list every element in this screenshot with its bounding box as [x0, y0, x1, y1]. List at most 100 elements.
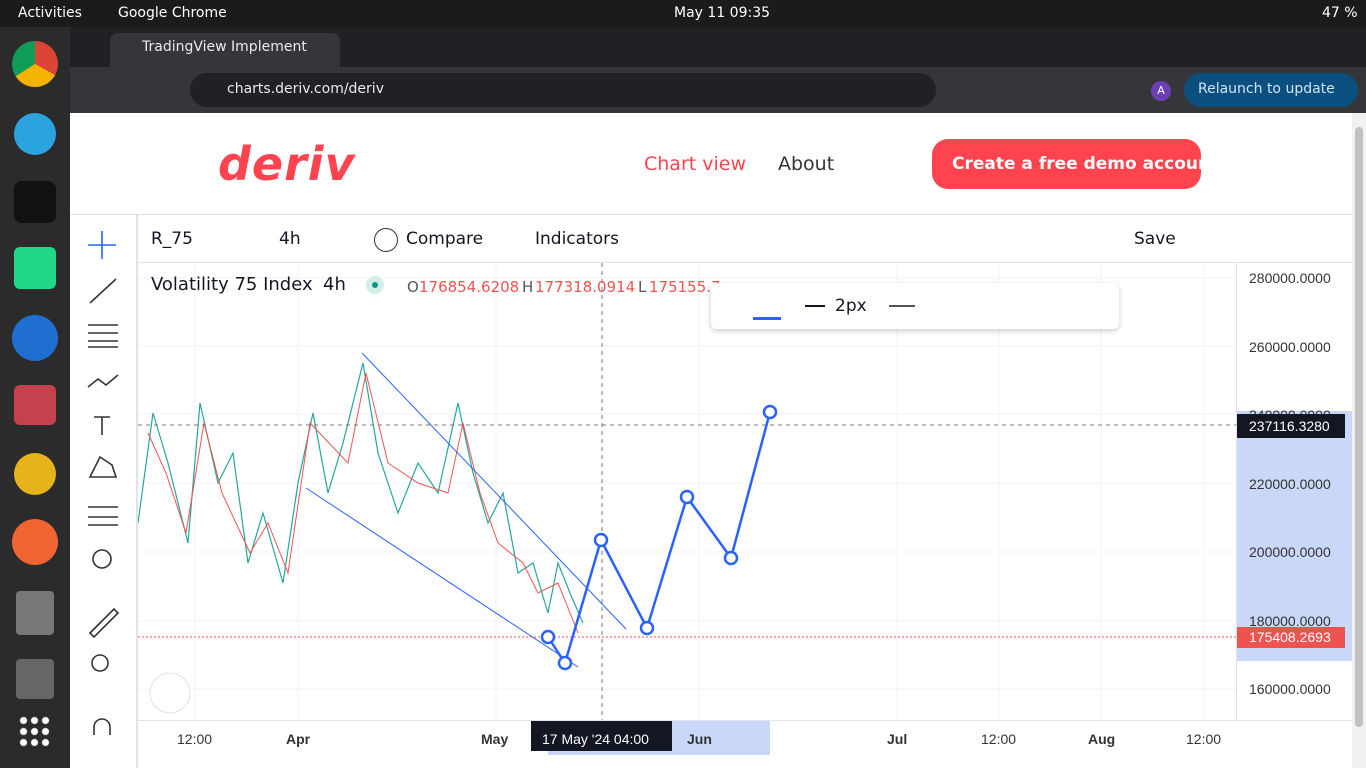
ohlc-value: 175155.7: [649, 278, 721, 296]
text-tool[interactable]: [94, 416, 110, 435]
drawing-toolbar: 2px: [711, 283, 1119, 329]
last-price-box: [1237, 627, 1345, 648]
trendline-tool[interactable]: [89, 278, 117, 304]
time-label: 12:00: [981, 731, 1017, 747]
nav-link[interactable]: About: [778, 153, 835, 175]
compare[interactable]: Compare: [406, 229, 484, 249]
crosshair-tool[interactable]: [88, 231, 116, 259]
polyline-tool[interactable]: [88, 455, 118, 478]
legend-interval: 4h: [323, 274, 346, 295]
scroll-thumb[interactable]: [1355, 127, 1363, 727]
price-label: 220000.0000: [1249, 475, 1331, 492]
drawing-tools: [87, 231, 120, 735]
ohlc-key: O: [407, 278, 419, 296]
color-indicator[interactable]: [753, 317, 781, 320]
relaunch-label[interactable]: Relaunch to update: [1198, 81, 1335, 97]
pycharm-icon[interactable]: [14, 247, 56, 289]
price-range-highlight: [1237, 411, 1352, 661]
files-icon[interactable]: [14, 385, 56, 425]
time-label: Jul: [887, 731, 908, 747]
url[interactable]: charts.deriv.com/deriv: [227, 81, 384, 97]
dock: [0, 27, 70, 768]
time-label: May: [481, 731, 509, 747]
emoji-tool[interactable]: [92, 549, 112, 569]
anchor[interactable]: [593, 532, 609, 548]
drive-icon[interactable]: [16, 591, 54, 635]
clock[interactable]: May 11 09:35: [674, 5, 771, 21]
time-label: Jun: [687, 731, 712, 747]
apps-grid[interactable]: [18, 715, 52, 749]
symbol[interactable]: R_75: [151, 229, 193, 249]
anchor[interactable]: [762, 404, 778, 420]
last-price: 175408.2693: [1249, 629, 1331, 645]
anchor[interactable]: [639, 620, 655, 636]
cta-button[interactable]: [932, 139, 1201, 189]
grid: [138, 263, 1236, 720]
price-label: 160000.0000: [1249, 681, 1331, 697]
disk-icon[interactable]: [16, 659, 54, 699]
interval[interactable]: 4h: [279, 229, 301, 249]
ohlc-value: 176854.6208: [419, 278, 520, 296]
battery[interactable]: 47 %: [1322, 5, 1358, 21]
line-width[interactable]: 2px: [835, 296, 867, 316]
time-label: Apr: [286, 731, 311, 747]
time-label: Aug: [1088, 731, 1116, 747]
price-line: [138, 362, 584, 624]
compare-icon[interactable]: [374, 228, 398, 252]
pattern-tool[interactable]: [87, 374, 119, 388]
tv-logo[interactable]: [149, 672, 191, 714]
divider: [70, 214, 1352, 215]
price-label: 260000.0000: [1249, 338, 1331, 355]
logo[interactable]: deriv: [218, 137, 356, 191]
cta-label[interactable]: Create a free demo account: [952, 154, 1219, 174]
nav-link[interactable]: Chart view: [644, 153, 747, 175]
save[interactable]: Save: [1134, 229, 1176, 249]
line-style[interactable]: [889, 305, 915, 307]
crosshair-time-box: [531, 721, 672, 751]
market-status: [366, 276, 384, 294]
thunderbird-icon[interactable]: [12, 315, 58, 361]
trend-line: [361, 352, 627, 630]
relaunch-button[interactable]: [1184, 73, 1358, 107]
system-bar: [0, 0, 1366, 27]
anchor[interactable]: [557, 655, 573, 671]
magnet-tool[interactable]: [93, 718, 111, 735]
fib-tool[interactable]: [88, 324, 118, 348]
projection-tool[interactable]: [88, 506, 118, 526]
tradingview-icon[interactable]: [14, 181, 56, 223]
tab-title[interactable]: TradingView Implementa: [142, 39, 307, 55]
tab[interactable]: [110, 33, 340, 67]
sidebar-border: [136, 214, 138, 768]
ohlc-value: 177318.0914: [535, 278, 636, 296]
scrollbar[interactable]: [1352, 113, 1366, 768]
telegram-icon[interactable]: [14, 113, 56, 155]
line-sample[interactable]: [805, 305, 825, 307]
omnibox[interactable]: [190, 73, 936, 107]
time-axis-border: [138, 720, 1352, 721]
chart-canvas: [138, 263, 1236, 720]
time-label: 12:00: [177, 731, 213, 747]
legend-name: Volatility 75 Index: [151, 274, 313, 295]
time-label: 12:00: [1186, 731, 1222, 747]
activities[interactable]: Activities: [18, 5, 82, 21]
wave-drawing[interactable]: [546, 411, 772, 666]
anchor[interactable]: [679, 489, 695, 505]
anchor[interactable]: [723, 550, 739, 566]
anchor[interactable]: [540, 629, 556, 645]
toolbar-border: [138, 262, 1352, 263]
price-label: 200000.0000: [1249, 544, 1331, 560]
app-name[interactable]: Google Chrome: [118, 5, 227, 21]
rhythmbox-icon[interactable]: [14, 453, 56, 495]
crosshair-time: 17 May '24 04:00: [542, 731, 649, 747]
zoom-tool[interactable]: [91, 654, 109, 672]
profile[interactable]: A: [1151, 81, 1171, 101]
postman-icon[interactable]: [12, 519, 58, 565]
price-label: 280000.0000: [1249, 270, 1331, 286]
chrome-icon[interactable]: [12, 41, 58, 87]
indicators[interactable]: Indicators: [535, 229, 619, 249]
trend-line: [305, 487, 579, 668]
axis-border: [1236, 263, 1237, 720]
ohlc-key: L: [638, 278, 647, 296]
ruler-tool[interactable]: [88, 607, 120, 639]
